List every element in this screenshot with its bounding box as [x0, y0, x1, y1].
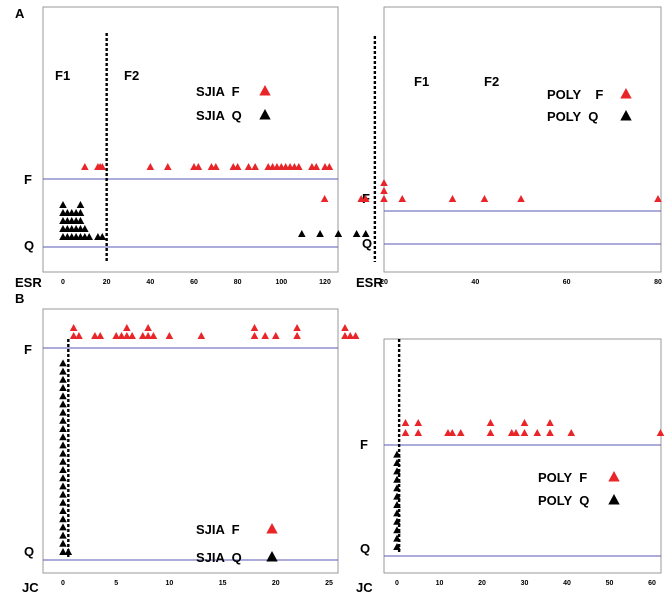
x-tick-label: 80 [654, 279, 662, 286]
row-label-jc-left: JC [22, 580, 39, 595]
y-level-label: Q [362, 236, 372, 251]
panel-label-b: B [15, 291, 24, 306]
x-tick-label: 100 [275, 279, 287, 286]
x-tick-label: 25 [325, 580, 333, 587]
x-tick-label: 20 [478, 580, 486, 587]
x-tick-label: 50 [606, 580, 614, 587]
x-tick-label: 40 [471, 279, 479, 286]
x-tick-label: 0 [61, 580, 65, 587]
y-level-label: F [360, 437, 368, 452]
panel-label-a: A [15, 6, 25, 21]
x-tick-label: 60 [563, 279, 571, 286]
region-label: F1 [414, 74, 429, 89]
x-tick-label: 30 [521, 580, 529, 587]
flare-point [352, 332, 360, 339]
region-label: F2 [124, 68, 139, 83]
x-tick-label: 20 [103, 279, 111, 286]
legend-label: POLY F [538, 470, 587, 485]
y-level-label: F [24, 172, 32, 187]
x-tick-label: 60 [648, 580, 656, 587]
chart-panel: Q F 0 5 10 15 20 25 SJIA F SJIA Q [24, 309, 359, 587]
charts: QF020406080100120F1F2SJIA FSJIA QQF20406… [24, 7, 664, 587]
x-tick-label: 80 [234, 279, 242, 286]
y-level-label: Q [24, 238, 34, 253]
row-label-jc-right: JC [356, 580, 373, 595]
x-tick-label: 40 [563, 580, 571, 587]
x-tick-label: 60 [190, 279, 198, 286]
y-level-label: F [24, 342, 32, 357]
plot-frame [384, 339, 661, 573]
x-tick-label: 20 [380, 279, 388, 286]
flare-point [341, 324, 349, 331]
chart-panel: QF20406080F1F2POLY FPOLY Q [298, 7, 662, 286]
x-tick-label: 0 [395, 580, 399, 587]
plot-frame [43, 309, 338, 573]
plot-frame [384, 7, 661, 272]
legend-label: SJIA Q [196, 108, 242, 123]
plot-frame [43, 7, 338, 272]
legend-label: SJIA Q [196, 550, 242, 565]
quiescent-point [353, 230, 361, 237]
x-tick-label: 15 [219, 580, 227, 587]
legend-label: POLY Q [547, 109, 598, 124]
legend-label: SJIA F [196, 84, 240, 99]
x-tick-label: 20 [272, 580, 280, 587]
x-tick-label: 120 [319, 279, 331, 286]
quiescent-point [362, 230, 370, 237]
x-tick-label: 5 [114, 580, 118, 587]
region-label: F2 [484, 74, 499, 89]
x-tick-label: 10 [436, 580, 444, 587]
legend-label: POLY Q [538, 493, 589, 508]
x-tick-label: 0 [61, 279, 65, 286]
row-label-esr-left: ESR [15, 275, 42, 290]
legend-label: SJIA F [196, 522, 240, 537]
chart-panel: Q F 0 10 20 30 40 50 60 POLY F POLY Q [360, 339, 664, 587]
chart-panel: Q F 0 20 40 60 80 100 120 F1 F2 SJIA F SJIA Q [24, 7, 338, 286]
x-tick-label: 10 [166, 580, 174, 587]
region-label: F1 [55, 68, 70, 83]
y-level-label: Q [24, 544, 34, 559]
y-level-label: Q [360, 541, 370, 556]
x-tick-label: 40 [146, 279, 154, 286]
legend-label: POLY F [547, 87, 603, 102]
